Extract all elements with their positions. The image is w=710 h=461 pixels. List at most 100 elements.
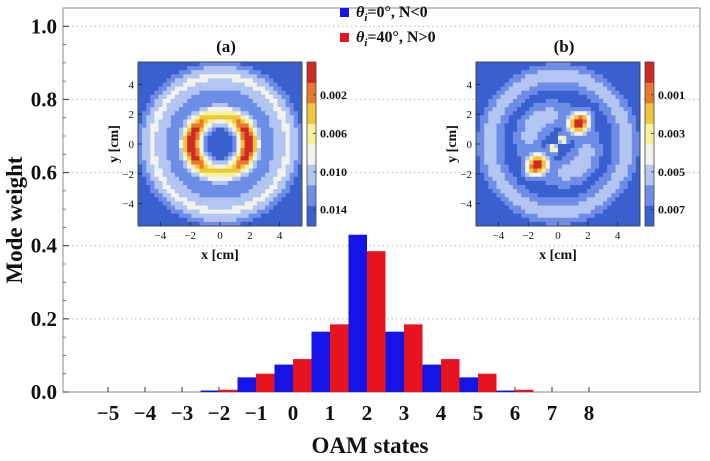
heatmap-cell <box>166 82 172 87</box>
heatmap-cell <box>195 90 200 96</box>
heatmap-cell <box>537 156 542 161</box>
heatmap-cell <box>529 152 534 157</box>
heatmap-cell <box>150 209 155 215</box>
heatmap-cell <box>220 172 225 178</box>
heatmap-cell <box>265 123 270 128</box>
heatmap-cell <box>484 193 489 198</box>
heatmap-cell <box>476 115 481 120</box>
heatmap-cell <box>162 98 168 104</box>
heatmap-cell <box>191 107 196 112</box>
heatmap-cell <box>476 78 481 83</box>
heatmap-cell <box>627 78 633 83</box>
heatmap-cell <box>215 90 221 96</box>
heatmap-cell <box>529 94 534 100</box>
heatmap-cell <box>562 94 567 100</box>
heatmap-cell <box>150 164 155 169</box>
heatmap-cell <box>228 144 233 149</box>
heatmap-cell <box>281 185 286 190</box>
heatmap-cell <box>492 168 497 174</box>
heatmap-cell <box>220 152 225 157</box>
heatmap-cell <box>252 98 258 104</box>
heatmap-cell <box>199 107 204 112</box>
heatmap-cell <box>574 176 579 182</box>
heatmap-cell <box>142 86 147 92</box>
heatmap-cell <box>533 111 538 116</box>
heatmap-cell <box>549 185 555 190</box>
heatmap-cell <box>211 221 217 227</box>
heatmap-cell <box>224 94 229 100</box>
heatmap-cell <box>590 103 596 108</box>
heatmap-cell <box>476 209 481 215</box>
heatmap-cell <box>631 98 637 104</box>
heatmap-cell <box>146 189 151 194</box>
heatmap-cell <box>578 189 583 194</box>
heatmap-cell <box>607 139 612 145</box>
heatmap-cell <box>142 66 147 71</box>
heatmap-cell <box>590 201 596 206</box>
heatmap-cell <box>619 135 624 141</box>
heatmap-cell <box>496 164 501 169</box>
heatmap-cell <box>521 90 526 96</box>
heatmap-cell <box>553 152 559 157</box>
heatmap-cell <box>500 119 506 124</box>
heatmap-cell <box>293 107 299 112</box>
heatmap-cell <box>277 62 282 67</box>
heatmap-cell <box>261 164 266 169</box>
heatmap-cell <box>244 213 250 219</box>
heatmap-cell <box>154 201 159 206</box>
heatmap-cell <box>631 78 637 83</box>
heatmap-cell <box>603 139 608 145</box>
heatmap-cell <box>558 176 563 182</box>
heatmap-cell <box>211 193 217 198</box>
heatmap-cell <box>248 160 254 165</box>
heatmap-cell <box>207 209 213 215</box>
heatmap-cell <box>150 193 155 198</box>
heatmap-cell <box>611 119 616 124</box>
heatmap-cell <box>232 213 237 219</box>
heatmap-cell <box>293 168 299 174</box>
heatmap-cell <box>582 70 588 75</box>
heatmap-cell <box>232 197 237 202</box>
heatmap-cell <box>635 209 641 215</box>
heatmap-cell <box>529 172 534 178</box>
heatmap-cell <box>611 131 616 137</box>
heatmap-cell <box>261 86 266 92</box>
heatmap-cell <box>183 221 188 227</box>
heatmap-cell <box>228 201 233 206</box>
heatmap-cell <box>594 185 600 190</box>
heatmap-cell <box>635 144 641 149</box>
heatmap-cell <box>220 70 225 75</box>
heatmap-cell <box>508 123 514 128</box>
heatmap-cell <box>162 209 168 215</box>
heatmap-cell <box>215 197 221 202</box>
heatmap-cell <box>211 103 217 108</box>
heatmap-cell <box>187 168 192 174</box>
heatmap-cell <box>203 127 209 133</box>
heatmap-cell <box>619 164 624 169</box>
heatmap-cell <box>289 135 295 141</box>
heatmap-cell <box>199 160 204 165</box>
heatmap-cell <box>594 217 600 223</box>
heatmap-cell <box>170 127 176 133</box>
heatmap-cell <box>627 139 633 145</box>
bar-red <box>367 251 386 392</box>
heatmap-cell <box>512 201 518 206</box>
colorbar-segment <box>645 82 654 104</box>
heatmap-cell <box>281 168 286 174</box>
heatmap-cell <box>261 205 266 210</box>
heatmap-cell <box>574 152 579 157</box>
heatmap-cell <box>191 111 196 116</box>
heatmap-cell <box>252 205 258 210</box>
heatmap-cell <box>607 70 612 75</box>
heatmap-cell <box>174 185 180 190</box>
heatmap-cell <box>586 152 592 157</box>
heatmap-cell <box>521 152 526 157</box>
heatmap-cell <box>517 172 522 178</box>
heatmap-cell <box>199 144 204 149</box>
heatmap-cell <box>232 74 237 79</box>
heatmap-cell <box>533 66 538 71</box>
heatmap-cell <box>220 94 225 100</box>
heatmap-cell <box>627 86 633 92</box>
heatmap-cell <box>570 168 575 174</box>
heatmap-cell <box>541 156 547 161</box>
